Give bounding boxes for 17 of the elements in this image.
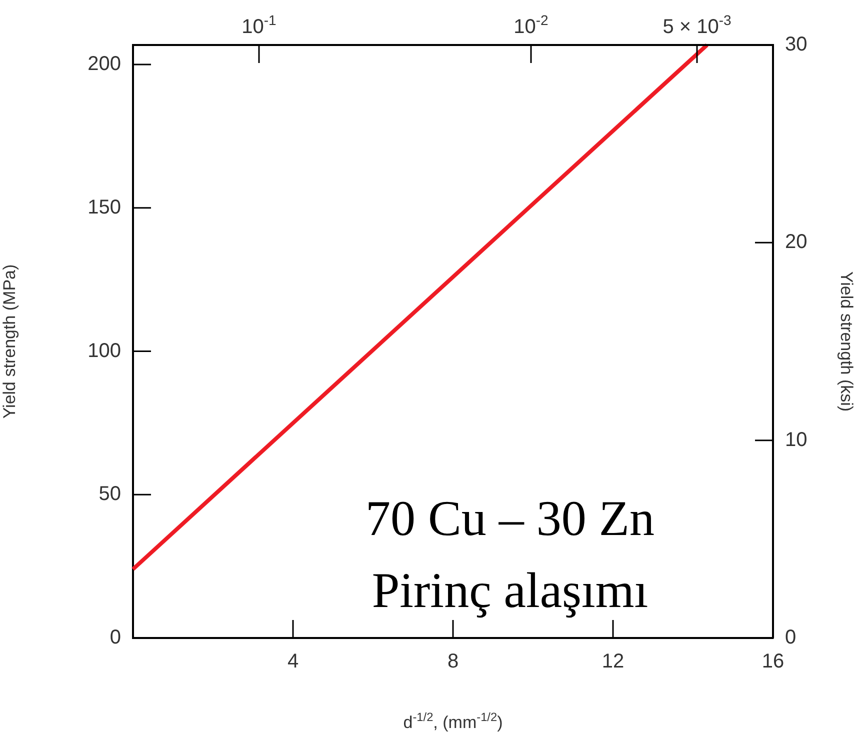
y2-tick-label: 30 bbox=[785, 34, 808, 56]
y-tick-label: 200 bbox=[88, 53, 121, 76]
y-axis-title: Yield strength (MPa) bbox=[0, 264, 19, 419]
y-tick-label: 0 bbox=[110, 626, 121, 649]
y-tick-label: 150 bbox=[88, 196, 121, 218]
y2-tick-label: 20 bbox=[785, 231, 808, 254]
y2-tick-label: 0 bbox=[785, 626, 796, 649]
x-tick-label: 12 bbox=[602, 650, 624, 673]
y-tick-label: 100 bbox=[88, 340, 121, 362]
y2-tick-label: 10 bbox=[785, 428, 808, 451]
y2-axis-title: Yield strength (ksi) bbox=[837, 271, 856, 412]
x-tick-label: 16 bbox=[762, 650, 784, 673]
y-tick-label: 50 bbox=[98, 483, 121, 506]
x-tick-label: 4 bbox=[287, 650, 299, 673]
annotation: Pirinç alaşımı bbox=[372, 562, 648, 618]
x-tick-label: 8 bbox=[447, 650, 459, 673]
annotation: 70 Cu – 30 Zn bbox=[366, 490, 654, 546]
